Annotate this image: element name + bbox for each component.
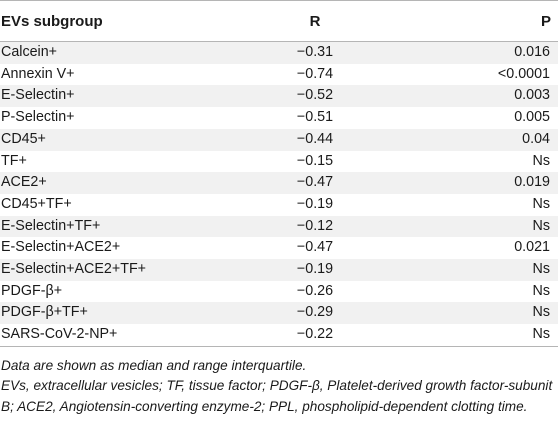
row-p-value: 0.005: [400, 107, 558, 129]
header-r: R: [230, 0, 400, 42]
row-r-value: −0.12: [230, 215, 400, 238]
row-subgroup-name: Annexin V+: [0, 63, 230, 86]
row-subgroup-name: E-Selectin+ACE2+: [0, 237, 230, 260]
row-r-value: −0.51: [230, 107, 400, 129]
footnote-abbreviations: EVs, extracellular vesicles; TF, tissue …: [1, 378, 553, 414]
row-subgroup-name: SARS-CoV-2-NP+: [0, 324, 230, 347]
row-p-value: 0.021: [400, 237, 558, 260]
row-p-value: Ns: [400, 150, 558, 173]
row-r-value: −0.29: [230, 302, 400, 325]
row-r-value: −0.19: [230, 259, 400, 281]
row-r-value: −0.31: [230, 41, 400, 64]
row-subgroup-name: E-Selectin+: [0, 85, 230, 108]
table-body: Calcein+ −0.31 0.016 Annexin V+ −0.74 <0.0001…: [0, 41, 558, 347]
row-subgroup-name: CD45+: [0, 128, 230, 151]
row-subgroup-name: Calcein+: [0, 41, 230, 64]
row-r-value: −0.15: [230, 150, 400, 173]
correlation-table: EVs subgroup R P Calcein+ −0.31 0.016 Annex…: [0, 0, 558, 347]
row-r-value: −0.22: [230, 324, 400, 347]
table-row: CD45+ −0.44 0.04: [0, 128, 558, 151]
row-subgroup-name: CD45+TF+: [0, 193, 230, 216]
row-r-value: −0.44: [230, 128, 400, 151]
row-r-value: −0.19: [230, 193, 400, 216]
row-subgroup-name: TF+: [0, 150, 230, 173]
row-r-value: −0.74: [230, 63, 400, 86]
table-row: E-Selectin+TF+ −0.12 Ns: [0, 215, 558, 238]
row-p-value: 0.04: [400, 128, 558, 151]
table-footnotes: Data are shown as median and range inter…: [0, 347, 558, 418]
table-row: E-Selectin+ −0.52 0.003: [0, 85, 558, 108]
table-row: TF+ −0.15 Ns: [0, 150, 558, 173]
header-evs-subgroup: EVs subgroup: [0, 0, 230, 42]
row-subgroup-name: E-Selectin+TF+: [0, 215, 230, 238]
table-row: ACE2+ −0.47 0.019: [0, 172, 558, 194]
table-row: CD45+TF+ −0.19 Ns: [0, 193, 558, 216]
table-row: E-Selectin+ACE2+TF+ −0.19 Ns: [0, 259, 558, 281]
row-p-value: Ns: [400, 193, 558, 216]
row-r-value: −0.47: [230, 237, 400, 260]
row-r-value: −0.26: [230, 280, 400, 303]
table-row: SARS-CoV-2-NP+ −0.22 Ns: [0, 324, 558, 347]
row-p-value: Ns: [400, 324, 558, 347]
row-p-value: Ns: [400, 215, 558, 238]
row-subgroup-name: PDGF-β+: [0, 280, 230, 303]
table-row: PDGF-β+TF+ −0.29 Ns: [0, 302, 558, 325]
header-p: P: [400, 0, 558, 42]
row-r-value: −0.47: [230, 172, 400, 194]
footnote-data-description: Data are shown as median and range inter…: [1, 357, 307, 373]
row-p-value: Ns: [400, 280, 558, 303]
table-row: Annexin V+ −0.74 <0.0001: [0, 63, 558, 86]
row-subgroup-name: P-Selectin+: [0, 107, 230, 129]
table-header: EVs subgroup R P: [0, 0, 558, 42]
header-row: EVs subgroup R P: [0, 0, 558, 42]
row-p-value: 0.019: [400, 172, 558, 194]
row-r-value: −0.52: [230, 85, 400, 108]
row-p-value: 0.003: [400, 85, 558, 108]
row-subgroup-name: PDGF-β+TF+: [0, 302, 230, 325]
row-subgroup-name: ACE2+: [0, 172, 230, 194]
row-p-value: 0.016: [400, 41, 558, 64]
table-row: P-Selectin+ −0.51 0.005: [0, 107, 558, 129]
table-row: PDGF-β+ −0.26 Ns: [0, 280, 558, 303]
table-row: Calcein+ −0.31 0.016: [0, 41, 558, 64]
row-p-value: Ns: [400, 302, 558, 325]
row-p-value: Ns: [400, 259, 558, 281]
row-subgroup-name: E-Selectin+ACE2+TF+: [0, 259, 230, 281]
row-p-value: <0.0001: [400, 63, 558, 86]
table-row: E-Selectin+ACE2+ −0.47 0.021: [0, 237, 558, 260]
